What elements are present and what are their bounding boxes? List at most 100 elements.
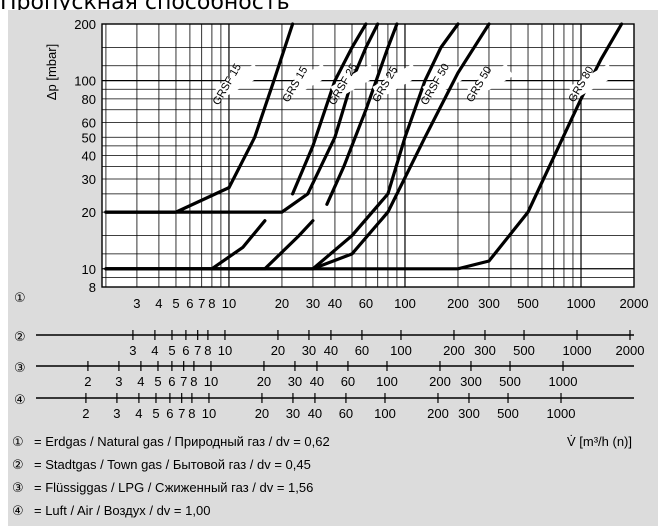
scale-tick-label: 1000 xyxy=(549,374,578,389)
scale-tick-label: 300 xyxy=(474,343,496,358)
scale-tick-label: 200 xyxy=(429,374,451,389)
series-curve xyxy=(104,22,624,271)
scale-tick-label: 8 xyxy=(190,374,197,389)
scale-tick-label: 300 xyxy=(458,406,480,421)
y-tick-label: 50 xyxy=(82,130,96,145)
series-curve xyxy=(291,22,368,196)
y-tick-label: 40 xyxy=(82,149,96,164)
scale-tick-label: 300 xyxy=(478,296,500,311)
scale-tick-label: 20 xyxy=(275,296,289,311)
scale-tick-label: 500 xyxy=(517,296,539,311)
scale-tick-label: 2000 xyxy=(616,343,645,358)
scale-tick-label: 3 xyxy=(113,406,120,421)
scale-tick-label: 2 xyxy=(84,374,91,389)
scale-tick-label: 500 xyxy=(497,406,519,421)
y-tick-label: 100 xyxy=(74,74,96,89)
legend-marker: ① xyxy=(12,434,24,449)
scale-tick-label: 20 xyxy=(255,406,269,421)
scale-tick-label: 60 xyxy=(359,296,373,311)
y-tick-label: 30 xyxy=(82,172,96,187)
scale-marker-4: ④ xyxy=(14,392,26,407)
scale-tick-label: 8 xyxy=(208,296,215,311)
scale-tick-label: 2 xyxy=(82,406,89,421)
scale-tick-label: 3 xyxy=(115,374,122,389)
legend-entry: = Stadtgas / Town gas / Бытовой газ / dv… xyxy=(34,457,311,472)
series-label-bg xyxy=(282,63,330,100)
series-curve xyxy=(311,22,491,271)
scale-tick-label: 7 xyxy=(180,374,187,389)
scale-tick-label: 1000 xyxy=(563,343,592,358)
scale-tick-label: 30 xyxy=(286,406,300,421)
y-tick-label: 10 xyxy=(82,262,96,277)
scale-tick-label: 100 xyxy=(394,296,416,311)
scale-tick-label: 5 xyxy=(172,296,179,311)
scale-tick-label: 40 xyxy=(324,343,338,358)
scale-tick-label: 7 xyxy=(194,343,201,358)
scale-tick-label: 1000 xyxy=(567,296,596,311)
scale-tick-label: 200 xyxy=(427,406,449,421)
y-axis-label: Δp [mbar] xyxy=(44,44,59,100)
legend-entry: = Luft / Air / Воздух / dv = 1,00 xyxy=(34,503,210,518)
scale-tick-label: 4 xyxy=(151,343,158,358)
y-tick-label: 200 xyxy=(74,17,96,32)
scale-tick-label: 100 xyxy=(390,343,412,358)
scale-tick-label: 4 xyxy=(137,374,144,389)
scale-tick-label: 100 xyxy=(376,374,398,389)
scale-tick-label: 60 xyxy=(355,343,369,358)
series-label-bg xyxy=(214,63,262,100)
scale-tick-label: 60 xyxy=(339,406,353,421)
scale-marker-3: ③ xyxy=(14,360,26,375)
legend-marker: ② xyxy=(12,457,24,472)
scale-tick-label: 4 xyxy=(155,296,162,311)
series-label-bg xyxy=(466,63,514,100)
series-label-bg xyxy=(372,63,420,100)
series-label-bg xyxy=(568,63,616,100)
series-curve xyxy=(104,219,315,271)
series-label-bg xyxy=(330,63,378,100)
scale-tick-label: 10 xyxy=(202,406,216,421)
y-tick-label: 8 xyxy=(89,280,96,295)
scale-tick-label: 3 xyxy=(129,343,136,358)
scale-tick-label: 8 xyxy=(204,343,211,358)
series-curve xyxy=(325,22,399,206)
scale-tick-label: 100 xyxy=(374,406,396,421)
scale-tick-label: 20 xyxy=(257,374,271,389)
scale-tick-label: 30 xyxy=(288,374,302,389)
scale-tick-label: 6 xyxy=(186,296,193,311)
scale-tick-label: 6 xyxy=(182,343,189,358)
scale-marker-1: ① xyxy=(14,290,26,305)
scale-tick-label: 7 xyxy=(178,406,185,421)
legend-entry: = Erdgas / Natural gas / Природный газ /… xyxy=(34,434,330,449)
scale-tick-label: 5 xyxy=(154,374,161,389)
x-axis-label: V̇ [m³/h (n)] xyxy=(567,434,632,449)
scale-tick-label: 3 xyxy=(133,296,140,311)
scale-tick-label: 60 xyxy=(341,374,355,389)
scale-tick-label: 10 xyxy=(204,374,218,389)
scale-tick-label: 30 xyxy=(302,343,316,358)
y-tick-label: 80 xyxy=(82,92,96,107)
scale-tick-label: 5 xyxy=(152,406,159,421)
scale-tick-label: 2000 xyxy=(620,296,649,311)
scale-tick-label: 500 xyxy=(499,374,521,389)
series-curve xyxy=(104,22,380,214)
legend-entry: = Flüssiggas / LPG / Сжиженный газ / dv … xyxy=(34,480,313,495)
scale-tick-label: 6 xyxy=(168,374,175,389)
scale-tick-label: 40 xyxy=(328,296,342,311)
scale-tick-label: 4 xyxy=(135,406,142,421)
legend-marker: ④ xyxy=(12,503,24,518)
scale-tick-label: 7 xyxy=(198,296,205,311)
scale-tick-label: 300 xyxy=(460,374,482,389)
scale-tick-label: 30 xyxy=(306,296,320,311)
scale-tick-label: 500 xyxy=(513,343,535,358)
scale-marker-2: ② xyxy=(14,329,26,344)
legend-marker: ③ xyxy=(12,480,24,495)
scale-tick-label: 200 xyxy=(447,296,469,311)
scale-tick-label: 10 xyxy=(218,343,232,358)
scale-tick-label: 20 xyxy=(271,343,285,358)
y-tick-label: 60 xyxy=(82,115,96,130)
scale-tick-label: 8 xyxy=(188,406,195,421)
scale-tick-label: 5 xyxy=(168,343,175,358)
scale-tick-label: 200 xyxy=(443,343,465,358)
scale-tick-label: 10 xyxy=(222,296,236,311)
